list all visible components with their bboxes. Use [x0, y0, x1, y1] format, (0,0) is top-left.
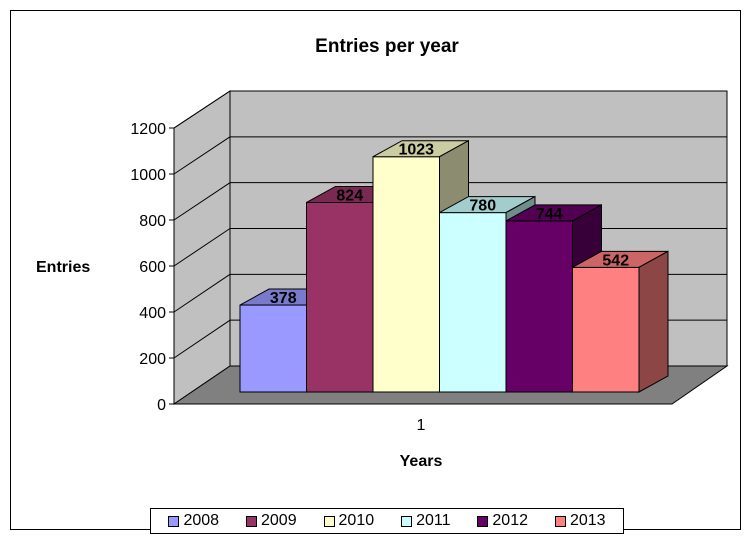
bar-2009: [306, 201, 374, 393]
legend-label: 2008: [183, 512, 220, 529]
y-tick-label: 1000: [130, 167, 166, 184]
bar-2011: [439, 212, 507, 393]
legend-swatch: [477, 515, 489, 527]
gridline-side: [173, 136, 231, 175]
x-axis-label: Years: [400, 453, 443, 470]
y-tick-label: 400: [139, 305, 166, 322]
legend-item-2013: 2013: [554, 512, 606, 530]
legend-item-2009: 2009: [246, 512, 297, 530]
legend: 2008 2009 2010 2011 2012 2013: [150, 508, 624, 534]
bar-side-2013: [638, 250, 669, 393]
data-label-2008: 378: [270, 290, 297, 307]
y-tick-label: 200: [139, 351, 166, 368]
legend-swatch: [401, 515, 413, 527]
legend-swatch: [554, 515, 566, 527]
chart-title: Entries per year: [315, 36, 459, 57]
gridline-side: [173, 273, 231, 313]
gridline-side: [173, 182, 231, 221]
legend-label: 2013: [569, 512, 606, 529]
y-axis-label: Entries: [36, 259, 90, 276]
bar-2008: [239, 304, 307, 393]
y-tick-label: 0: [157, 397, 166, 414]
data-label-2013: 542: [602, 252, 629, 269]
data-label-2012: 744: [536, 206, 563, 223]
legend-label: 2009: [261, 512, 297, 529]
y-tick-label: 800: [139, 213, 166, 230]
bar-2010: [372, 156, 440, 393]
legend-label: 2010: [338, 512, 375, 529]
legend-swatch: [246, 515, 257, 527]
y-tick-label: 600: [139, 259, 166, 276]
legend-swatch: [168, 515, 180, 527]
gridline-side: [173, 319, 231, 359]
y-tick-label: 1200: [130, 121, 166, 138]
legend-swatch: [323, 515, 335, 527]
legend-item-2010: 2010: [323, 512, 375, 530]
gridline-side: [173, 90, 231, 129]
legend-label: 2012: [492, 512, 528, 529]
legend-item-2011: 2011: [401, 512, 450, 530]
gridline-side: [173, 228, 231, 267]
data-label-2009: 824: [336, 187, 363, 204]
legend-label: 2011: [416, 512, 451, 529]
x-tick-label: 1: [417, 417, 426, 434]
bar-2012: [505, 220, 573, 393]
legend-item-2008: 2008: [168, 512, 219, 530]
legend-item-2012: 2012: [477, 512, 528, 530]
plot-layer: 0 200 400 600 800 1000 1200 378 824 1023 780 744 542: [130, 90, 729, 414]
bar-2013: [572, 266, 640, 393]
data-label-2011: 780: [469, 198, 496, 215]
data-label-2010: 1023: [398, 142, 434, 159]
